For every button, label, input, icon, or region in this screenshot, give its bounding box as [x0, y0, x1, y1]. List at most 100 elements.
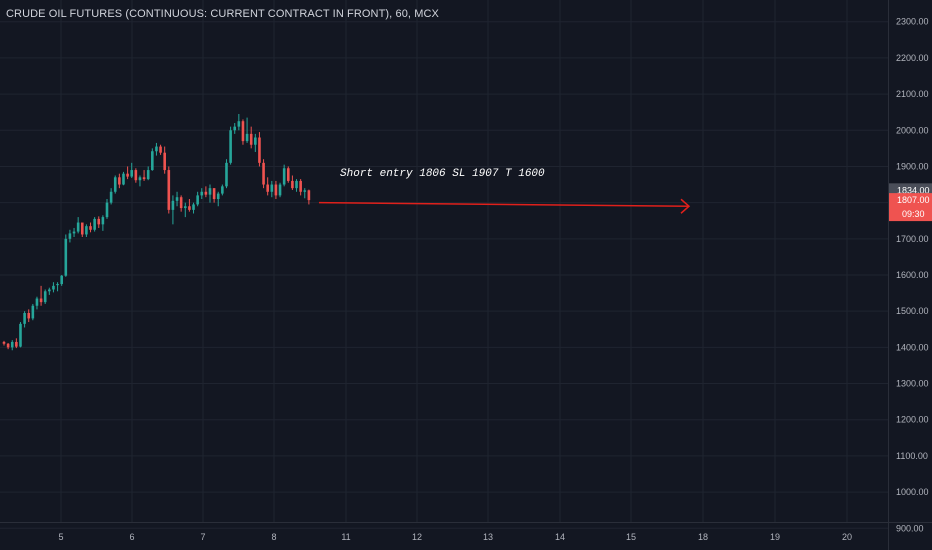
candle-body [188, 206, 191, 210]
y-tick-label: 2200.00 [896, 53, 929, 63]
candle-body [134, 170, 138, 181]
candle-body [109, 191, 113, 203]
y-tick-label: 2300.00 [896, 17, 929, 27]
candle-body [122, 173, 125, 185]
candle-body [221, 186, 224, 194]
candle-body [266, 184, 269, 192]
x-tick-label: 13 [483, 532, 493, 542]
x-tick-label: 6 [129, 532, 134, 542]
candle-body [225, 162, 228, 187]
x-tick-label: 5 [58, 532, 63, 542]
candle-body [155, 146, 158, 152]
candle-body [151, 151, 154, 171]
candle-body [89, 226, 92, 230]
candle-body [80, 222, 84, 235]
candle-body [229, 130, 232, 163]
candle-body [291, 180, 294, 189]
x-tick-label: 11 [341, 532, 350, 542]
candle-body [282, 168, 286, 185]
current-price-label: 1807.00 [897, 195, 930, 205]
candles [2, 113, 311, 351]
candle-body [200, 191, 204, 196]
candle-body [245, 133, 249, 142]
candle-body [262, 162, 265, 185]
candle-body [27, 312, 31, 319]
candle-body [118, 177, 121, 185]
candle-body [254, 137, 257, 145]
x-tick-label: 18 [698, 532, 708, 542]
candle-body [35, 298, 39, 306]
last-price-label: 1834.00 [897, 185, 930, 195]
candle-body [249, 133, 253, 145]
y-tick-label: 900.00 [896, 523, 924, 533]
candle-body [101, 217, 105, 225]
candle-body [52, 285, 55, 290]
candle-body [10, 341, 14, 348]
chart-title: CRUDE OIL FUTURES (CONTINUOUS: CURRENT C… [6, 8, 439, 20]
candle-body [167, 170, 171, 210]
candle-body [23, 312, 26, 324]
candle-body [15, 341, 18, 347]
candle-body [299, 180, 302, 192]
y-tick-label: 2100.00 [896, 89, 929, 99]
x-tick-label: 7 [200, 532, 205, 542]
candle-body [196, 195, 199, 205]
price-axis-panel [888, 0, 932, 550]
x-tick-label: 19 [770, 532, 780, 542]
candle-body [68, 233, 72, 239]
candle-body [43, 291, 47, 303]
candle-body [105, 202, 109, 218]
y-tick-label: 1600.00 [896, 270, 929, 280]
candle-body [85, 226, 88, 235]
y-tick-label: 1900.00 [896, 161, 929, 171]
y-tick-label: 1300.00 [896, 379, 929, 389]
candle-body [6, 343, 10, 348]
x-tick-label: 15 [626, 532, 636, 542]
y-tick-label: 1700.00 [896, 234, 929, 244]
trade-annotation: Short entry 1806 SL 1907 T 1600 [340, 168, 545, 180]
y-tick-label: 1200.00 [896, 415, 929, 425]
candle-body [212, 188, 216, 200]
candle-body [237, 121, 241, 127]
x-tick-label: 14 [555, 532, 565, 542]
candle-body [146, 170, 150, 180]
candle-body [270, 184, 274, 192]
x-tick-label: 8 [271, 532, 276, 542]
annotation-arrow [318, 198, 691, 214]
candle-body [163, 152, 166, 171]
candle-body [2, 341, 6, 344]
candle-body [303, 190, 307, 192]
x-tick-label: 20 [842, 532, 852, 542]
candle-body [31, 305, 35, 319]
candle-body [258, 137, 261, 163]
current-price-tag [889, 193, 932, 222]
candle-body [179, 197, 183, 209]
candle-body [171, 200, 175, 210]
x-tick-label: 12 [412, 532, 422, 542]
candle-body [295, 180, 298, 189]
candle-body [130, 170, 134, 177]
candle-body [138, 177, 142, 181]
candle-body [60, 275, 63, 285]
candle-body [76, 222, 80, 232]
candle-body [93, 218, 96, 230]
candle-body [216, 193, 220, 200]
candle-body [19, 323, 22, 347]
candle-body [159, 146, 162, 153]
y-tick-label: 1400.00 [896, 342, 929, 352]
candle-body [142, 177, 146, 180]
candle-body [72, 231, 76, 234]
candle-body [48, 289, 51, 292]
candle-body [233, 126, 237, 131]
arrow-line [318, 201, 690, 207]
candle-body [126, 173, 129, 177]
candle-body [286, 168, 290, 181]
y-tick-label: 1500.00 [896, 306, 929, 316]
arrow-head [680, 198, 691, 214]
candle-body [204, 191, 208, 195]
candle-body [192, 204, 195, 210]
candle-body [241, 121, 245, 142]
